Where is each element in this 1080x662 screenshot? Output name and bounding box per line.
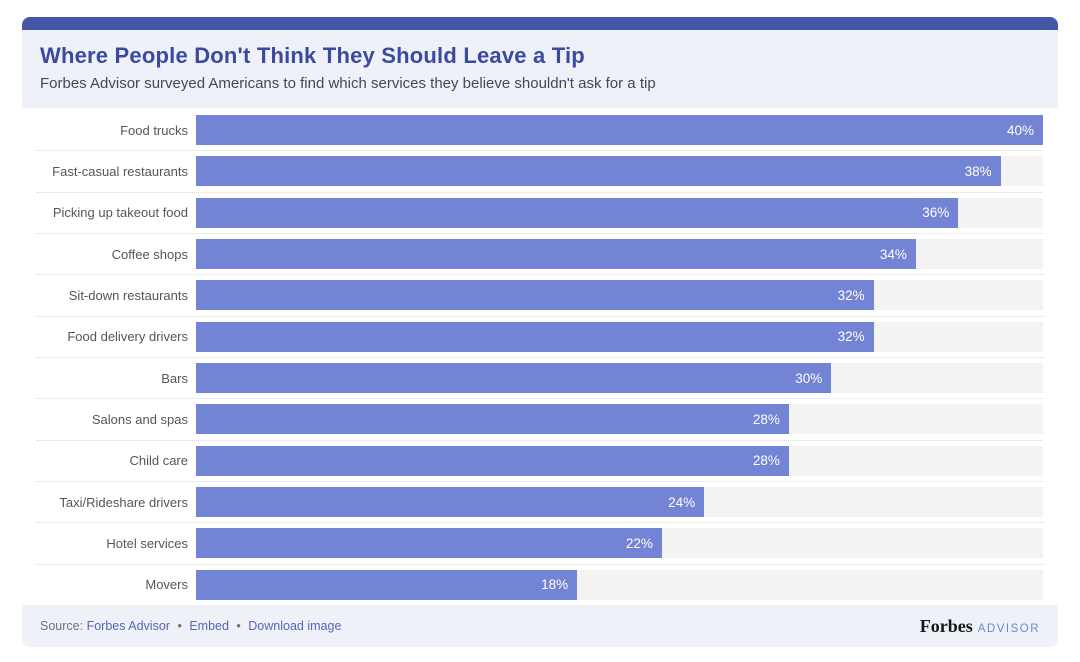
bar: 28% xyxy=(196,404,789,435)
bar-value: 32% xyxy=(837,287,865,303)
bar: 32% xyxy=(196,280,874,311)
row-label: Salons and spas xyxy=(91,411,188,427)
advisor-wordmark: ADVISOR xyxy=(977,622,1040,635)
bar-row: Child care 28% xyxy=(37,439,1043,481)
chart-title: Where People Don't Think They Should Lea… xyxy=(40,43,585,68)
bar-value: 28% xyxy=(752,453,780,469)
source-link[interactable]: Forbes Advisor xyxy=(86,619,170,633)
bar-value: 24% xyxy=(668,494,696,510)
chart-footer: Source: Forbes Advisor • Embed • Downloa… xyxy=(22,605,1058,647)
bar-value: 28% xyxy=(752,411,780,427)
row-label: Coffee shops xyxy=(111,246,188,262)
bar: 24% xyxy=(196,487,705,518)
bar: 22% xyxy=(196,528,662,559)
bar-value: 40% xyxy=(1006,122,1034,138)
accent-bar xyxy=(22,17,1058,30)
bar-row: Hotel services 22% xyxy=(37,522,1043,563)
bar-chart: Food trucks 40% Fast-casual restaurants … xyxy=(22,108,1058,605)
bar-value: 18% xyxy=(541,577,569,593)
row-label: Food trucks xyxy=(120,122,188,138)
footer-source-line: Source: Forbes Advisor • Embed • Downloa… xyxy=(40,619,341,633)
forbes-advisor-logo: Forbes ADVISOR xyxy=(920,616,1040,637)
bar-track: 28% xyxy=(196,445,1043,476)
bar-value: 38% xyxy=(964,163,992,179)
bar-track: 40% xyxy=(196,115,1043,146)
bar-value: 32% xyxy=(837,329,865,345)
bar-track: 32% xyxy=(196,280,1043,311)
bar: 30% xyxy=(196,363,832,394)
bar-value: 22% xyxy=(625,535,653,551)
row-label: Food delivery drivers xyxy=(67,329,188,345)
bar-row: Fast-casual restaurants 38% xyxy=(37,150,1043,191)
bar: 32% xyxy=(196,321,874,352)
bar: 18% xyxy=(196,569,578,600)
bar-value: 36% xyxy=(922,205,950,221)
row-label: Sit-down restaurants xyxy=(68,287,188,303)
bar-track: 30% xyxy=(196,363,1043,394)
bar-track: 24% xyxy=(196,487,1043,518)
bar: 40% xyxy=(196,115,1043,146)
row-label: Taxi/Rideshare drivers xyxy=(59,494,188,510)
embed-link[interactable]: Embed xyxy=(189,619,229,633)
bar: 36% xyxy=(196,197,959,228)
forbes-wordmark: Forbes xyxy=(919,615,973,636)
bar-row: Coffee shops 34% xyxy=(37,232,1043,274)
row-label: Picking up takeout food xyxy=(52,205,188,221)
bar-row: Movers 18% xyxy=(37,563,1043,605)
bar-track: 32% xyxy=(196,321,1043,352)
row-label: Child care xyxy=(129,453,188,469)
row-label: Bars xyxy=(161,370,188,386)
chart-card: Where People Don't Think They Should Lea… xyxy=(22,17,1058,647)
bar-row: Salons and spas 28% xyxy=(37,398,1043,439)
bar-value: 34% xyxy=(879,246,907,262)
bar-row: Bars 30% xyxy=(37,356,1043,398)
bar: 28% xyxy=(196,445,789,476)
bar-track: 36% xyxy=(196,197,1043,228)
bar-track: 22% xyxy=(196,528,1043,559)
bar-track: 18% xyxy=(196,569,1043,600)
bar: 38% xyxy=(196,156,1001,187)
chart-subtitle: Forbes Advisor surveyed Americans to fin… xyxy=(40,75,656,92)
row-label: Fast-casual restaurants xyxy=(52,163,188,179)
row-label: Movers xyxy=(145,577,188,593)
download-image-link[interactable]: Download image xyxy=(248,619,342,633)
bar-track: 38% xyxy=(196,156,1043,187)
bullet-separator: • xyxy=(177,619,182,633)
source-label: Source: xyxy=(40,619,84,633)
bar-row: Food trucks 40% xyxy=(37,110,1043,150)
bar-value: 30% xyxy=(795,370,823,386)
bar-row: Taxi/Rideshare drivers 24% xyxy=(37,480,1043,522)
bar: 34% xyxy=(196,239,916,270)
bar-track: 34% xyxy=(196,239,1043,270)
bar-track: 28% xyxy=(196,404,1043,435)
bar-row: Food delivery drivers 32% xyxy=(37,315,1043,357)
row-label: Hotel services xyxy=(106,535,188,551)
bar-row: Picking up takeout food 36% xyxy=(37,191,1043,233)
bar-row: Sit-down restaurants 32% xyxy=(37,274,1043,315)
chart-header: Where People Don't Think They Should Lea… xyxy=(22,30,1058,108)
bullet-separator: • xyxy=(236,619,241,633)
